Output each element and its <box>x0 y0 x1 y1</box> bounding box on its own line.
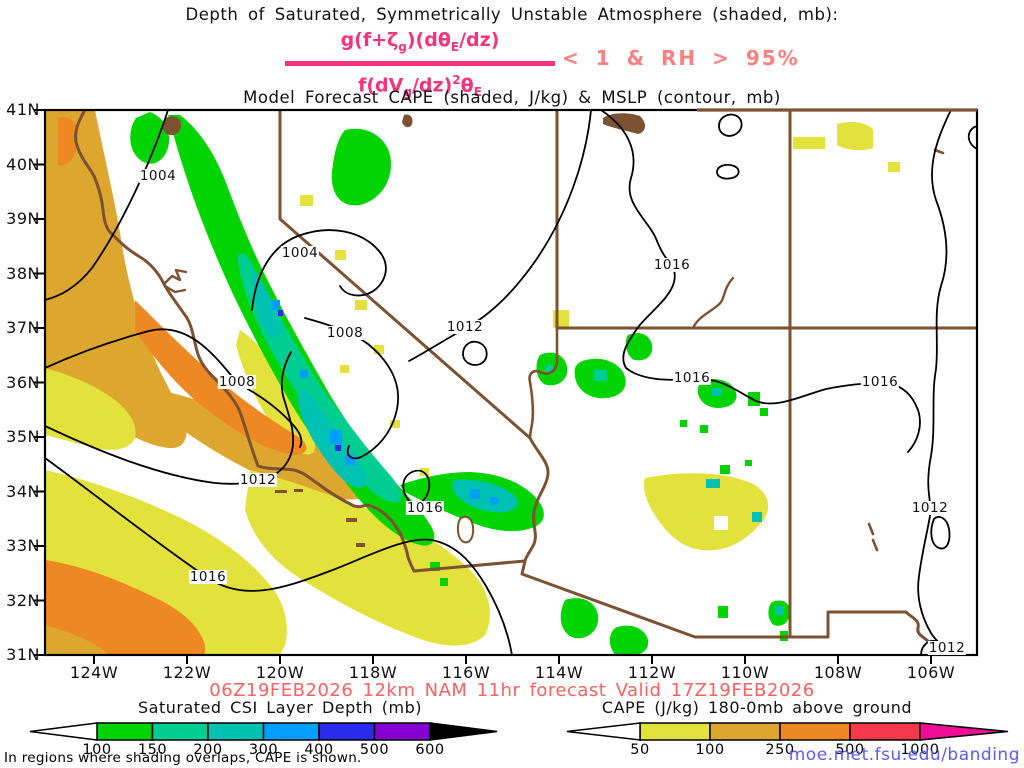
csi-bar-tick: 200 <box>193 742 222 758</box>
contour-label: 1016 <box>188 569 228 585</box>
lon-axis-label: 112W <box>627 663 677 682</box>
forecast-valid-time: 06Z19FEB2026 12km NAM 11hr forecast Vali… <box>209 680 815 701</box>
csi-bar-segment <box>373 722 431 741</box>
csi-bar-tick: 600 <box>415 742 444 758</box>
cape-bar-tick: 50 <box>630 742 649 758</box>
lakes <box>162 113 646 547</box>
lat-axis-label: 39N <box>6 209 40 228</box>
cape-bar-segment <box>779 722 851 741</box>
csi-bar-tick: 400 <box>304 742 333 758</box>
lat-axis-label: 38N <box>6 263 40 283</box>
csi-bar-segment <box>318 722 376 741</box>
contour-label: 1012 <box>238 472 278 488</box>
contour-label: 1016 <box>405 500 445 516</box>
csi-formula: g(f+ζg)(dθE/dz) f(dVg/dz)2θE <box>285 27 555 105</box>
lon-axis-label: 120W <box>255 663 305 682</box>
contour-label: 1004 <box>138 168 178 184</box>
lon-axis-label: 110W <box>720 663 770 682</box>
colorado-river-nv-az <box>528 326 559 440</box>
sf-bay <box>162 268 188 294</box>
rio-grande <box>867 148 945 552</box>
csi-bar-tick: 150 <box>138 742 167 758</box>
shasta-lake <box>162 116 182 136</box>
contour-label: 1016 <box>652 257 692 273</box>
lon-axis-label: 114W <box>534 663 584 682</box>
formula-condition: < 1 & RH > 95% <box>562 46 800 70</box>
contour-label: 1016 <box>860 374 900 390</box>
lat-axis-label: 31N <box>6 645 40 664</box>
cape-bar-left-arrow <box>566 722 641 741</box>
lon-axis-label: 118W <box>348 663 398 682</box>
csi-bar-segment <box>207 722 265 741</box>
cape-shading <box>45 110 900 655</box>
lon-axis-label: 122W <box>162 663 212 682</box>
lat-axis-label: 33N <box>6 536 40 555</box>
channel-island <box>356 543 365 547</box>
cape-bar-segment <box>709 722 781 741</box>
lon-axis-label: 124W <box>69 663 119 682</box>
page-title: Depth of Saturated, Symmetrically Unstab… <box>185 5 839 24</box>
csi-bar-tick: 500 <box>360 742 389 758</box>
contour-label: 1012 <box>927 640 967 656</box>
cape-bar-tick: 250 <box>765 742 794 758</box>
csi-bar-segment <box>96 722 154 741</box>
lat-axis-label: 35N <box>6 427 40 446</box>
subtitle: Model Forecast CAPE (shaded, J/kg) & MSL… <box>243 88 781 107</box>
cape-bar-tick: 100 <box>695 742 724 758</box>
lat-axis-label: 34N <box>6 481 40 501</box>
contour-label: 1012 <box>445 319 485 335</box>
csi-bar-tick: 300 <box>249 742 278 758</box>
csi-legend-title: Saturated CSI Layer Depth (mb) <box>138 698 422 717</box>
overlap-note: In regions where shading overlaps, CAPE … <box>4 750 362 766</box>
csi-bar-segment <box>151 722 209 741</box>
cape-bar-tick: 500 <box>835 742 864 758</box>
contour-label: 1004 <box>280 245 320 261</box>
csi-bar-right-arrow <box>429 722 498 741</box>
cape-legend-title: CAPE (J/kg) 180-0mb above ground <box>601 698 913 717</box>
csi-bar-left-arrow <box>29 722 98 741</box>
california-coastline <box>74 110 416 573</box>
cape-bar-segment <box>849 722 921 741</box>
csi-shading <box>130 112 790 655</box>
lon-axis-label: 116W <box>441 663 491 682</box>
channel-island <box>294 489 303 492</box>
contour-label: 1012 <box>910 500 950 516</box>
salton-sea <box>456 515 475 544</box>
formula-numerator: g(f+ζg)(dθE/dz) <box>340 29 500 54</box>
lat-axis-label: 36N <box>6 372 40 392</box>
channel-island <box>275 490 287 493</box>
pyramid-lake <box>402 114 413 128</box>
great-salt-lake <box>603 113 646 134</box>
channel-island <box>346 518 357 522</box>
csi-bar-tick: 100 <box>82 742 111 758</box>
legend-colorbars: 100 150 200 300 400 500 600 50 100 250 500 1000 <box>29 722 1009 758</box>
site-url-link[interactable]: moe.met.fsu.edu/banding <box>788 745 1020 765</box>
csi-bar-segment <box>262 722 320 741</box>
cape-bar-segment <box>639 722 711 741</box>
ca-nv-border <box>278 110 550 563</box>
lat-axis-label: 32N <box>6 590 40 610</box>
contour-label: 1016 <box>672 370 712 386</box>
axis-ticks <box>34 109 932 664</box>
formula-denominator: f(dVg/dz)2θE <box>358 72 482 99</box>
contour-label: 1008 <box>217 374 257 390</box>
state-borders <box>74 110 977 655</box>
contour-label: 1008 <box>325 325 365 341</box>
cape-bar-tick: 1000 <box>901 742 940 758</box>
lon-axis-label: 106W <box>906 663 956 682</box>
lon-axis-label: 108W <box>813 663 863 682</box>
lat-axis-label: 40N <box>6 154 40 174</box>
lat-axis-label: 41N <box>6 100 40 119</box>
fraction-bar <box>285 60 555 66</box>
lat-axis-label: 37N <box>6 318 40 337</box>
colorado-river-utah <box>692 276 735 328</box>
cape-bar-right-arrow <box>919 722 1009 741</box>
